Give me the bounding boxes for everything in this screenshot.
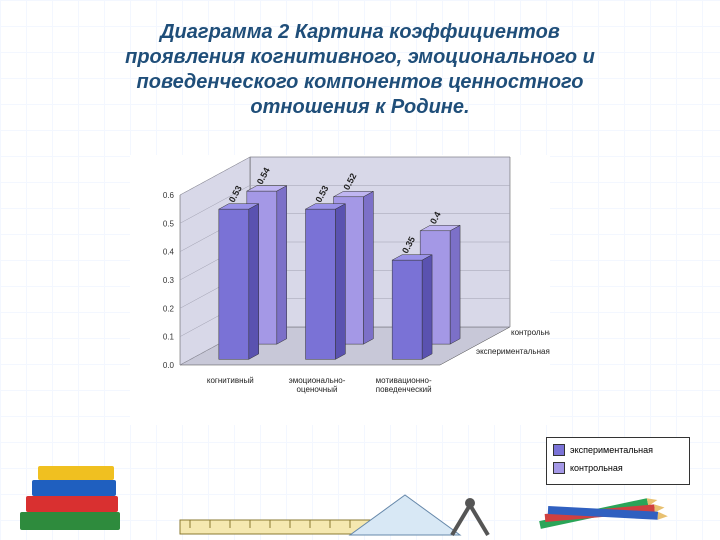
svg-text:0.2: 0.2 xyxy=(163,304,175,313)
svg-text:0.6: 0.6 xyxy=(163,191,175,200)
svg-text:0.1: 0.1 xyxy=(163,333,175,342)
svg-text:экспериментальная: экспериментальная xyxy=(476,347,550,356)
decor-supplies xyxy=(0,480,720,540)
chart-3d-bars: 0.00.10.20.30.40.50.60.540.520.40.530.53… xyxy=(130,155,550,425)
svg-text:0.3: 0.3 xyxy=(163,276,175,285)
svg-text:0.5: 0.5 xyxy=(163,219,175,228)
svg-text:контрольная: контрольная xyxy=(511,328,550,337)
svg-text:0.4: 0.4 xyxy=(163,248,175,257)
svg-text:эмоционально-: эмоционально- xyxy=(289,376,346,385)
svg-text:когнитивный: когнитивный xyxy=(207,376,254,385)
svg-text:мотивационно-: мотивационно- xyxy=(376,376,432,385)
legend-item-experimental: экспериментальная xyxy=(553,444,683,456)
svg-text:0.0: 0.0 xyxy=(163,361,175,370)
legend-box: экспериментальная контрольная xyxy=(546,437,690,485)
svg-text:поведенческий: поведенческий xyxy=(376,385,432,394)
svg-text:оценочный: оценочный xyxy=(297,385,338,394)
chart-title: Диаграмма 2 Картина коэффициентов проявл… xyxy=(100,20,620,120)
legend-item-control: контрольная xyxy=(553,462,683,474)
